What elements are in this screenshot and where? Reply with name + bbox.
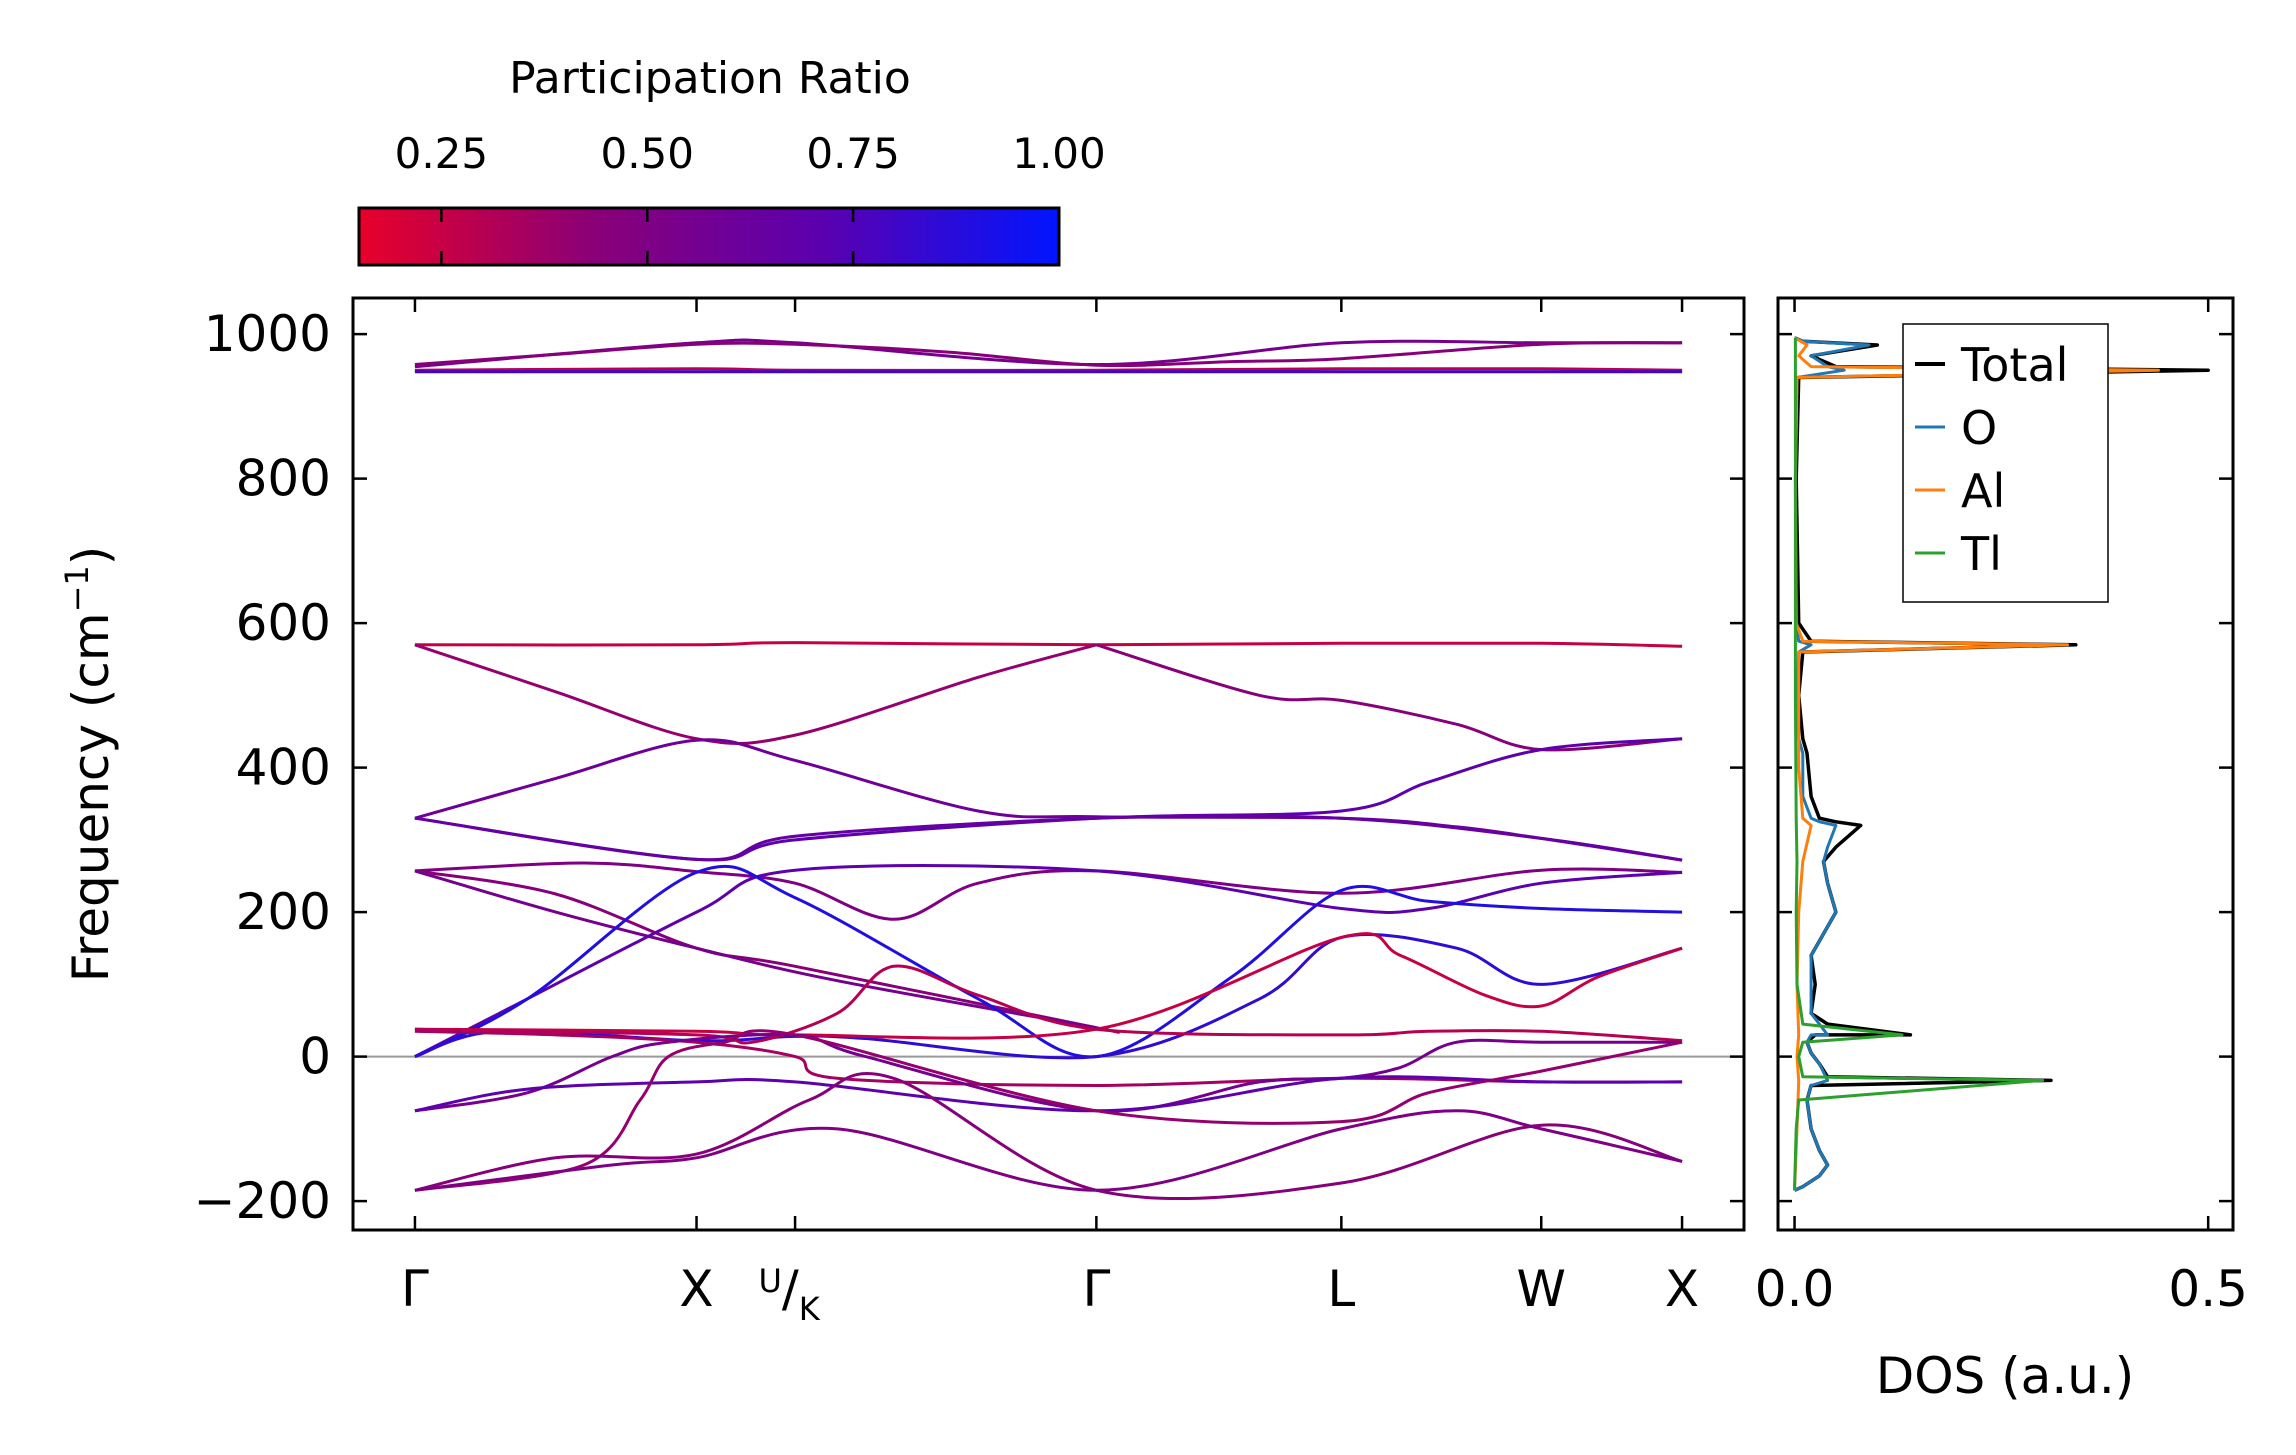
phonon-band <box>414 964 1683 1045</box>
phonon-band <box>414 367 1683 372</box>
colorbar-tick-label: 1.00 <box>1012 129 1106 178</box>
phonon-band <box>414 738 1683 862</box>
phonon-band <box>414 869 1097 1030</box>
dos-series-o <box>1793 336 1871 1192</box>
colorbar-tick-label: 0.75 <box>806 129 900 178</box>
y-tick-label: 200 <box>236 883 331 941</box>
phonon-band <box>414 814 1683 862</box>
y-axis-label-text: Frequency (cm <box>62 612 120 982</box>
kpoint-label: W <box>1517 1260 1566 1318</box>
y-tick-label: 600 <box>236 594 331 652</box>
y-axis-label: Frequency (cm−1) <box>58 546 120 983</box>
phonon-band <box>414 643 1097 746</box>
kpoint-label: X <box>1665 1260 1699 1318</box>
phonon-band <box>414 864 1683 1059</box>
y-tick-label: 400 <box>236 739 331 797</box>
phonon-band <box>414 1109 1683 1192</box>
legend-label-al: Al <box>1961 464 2005 518</box>
phonon-band <box>414 1072 1683 1201</box>
dos-panel: 0.0 0.5 DOS (a.u.) Total O Al Tl <box>1755 296 2248 1405</box>
kpoint-label: L <box>1327 1260 1355 1318</box>
colorbar-gradient <box>357 206 1061 267</box>
kpoint-label: Γ <box>1082 1260 1110 1318</box>
kpoint-label: Γ <box>401 1260 429 1318</box>
kpoint-label: X <box>679 1260 713 1318</box>
y-tick-label: 800 <box>236 450 331 508</box>
dos-x-tick-label: 0.0 <box>1755 1260 1835 1318</box>
kpoint-label-top: U <box>758 1262 781 1300</box>
y-tick-label: 1000 <box>204 305 331 363</box>
phonon-band <box>414 861 1683 921</box>
dos-axes-frame <box>1776 296 2235 1232</box>
kpoint-label-slash: / <box>782 1260 799 1318</box>
phonon-band <box>414 1029 1683 1192</box>
kpoint-label: U/K <box>758 1260 820 1328</box>
kpoint-label-bottom: K <box>799 1290 821 1328</box>
dos-legend: Total O Al Tl <box>1902 323 2109 603</box>
band-axes-frame <box>351 296 1746 1232</box>
colorbar-tick-label: 0.25 <box>395 129 489 178</box>
phonon-band <box>1095 643 1683 752</box>
colorbar-tick-label: 0.50 <box>600 129 694 178</box>
legend-label-o: O <box>1961 401 1997 455</box>
phonon-band <box>414 932 1683 1040</box>
phonon-band <box>414 864 1683 1058</box>
colorbar: Participation Ratio 0.25 0.50 0.75 1.00 <box>357 53 1106 267</box>
legend-label-tl: Tl <box>1960 527 2002 581</box>
dos-x-axis-label: DOS (a.u.) <box>1876 1347 2135 1405</box>
y-axis-label-close: ) <box>62 546 120 566</box>
dos-x-tick-label: 0.5 <box>2168 1260 2248 1318</box>
y-tick-label: −200 <box>194 1172 331 1230</box>
phonon-band <box>414 1032 1683 1113</box>
y-axis-label-unit-exponent: −1 <box>58 565 96 612</box>
phonon-band <box>414 737 1683 862</box>
colorbar-title: Participation Ratio <box>509 53 911 104</box>
legend-frame <box>1902 323 2109 603</box>
phonon-band <box>414 641 1683 648</box>
legend-label-total: Total <box>1960 338 2068 392</box>
dos-series-tl <box>1793 337 2045 1191</box>
y-tick-label: 0 <box>299 1028 331 1086</box>
phonon-band <box>414 341 1683 368</box>
band-structure-panel: −200 0 200 400 600 800 1000 Γ X U/K Γ L W X Frequenc… <box>58 296 1746 1328</box>
